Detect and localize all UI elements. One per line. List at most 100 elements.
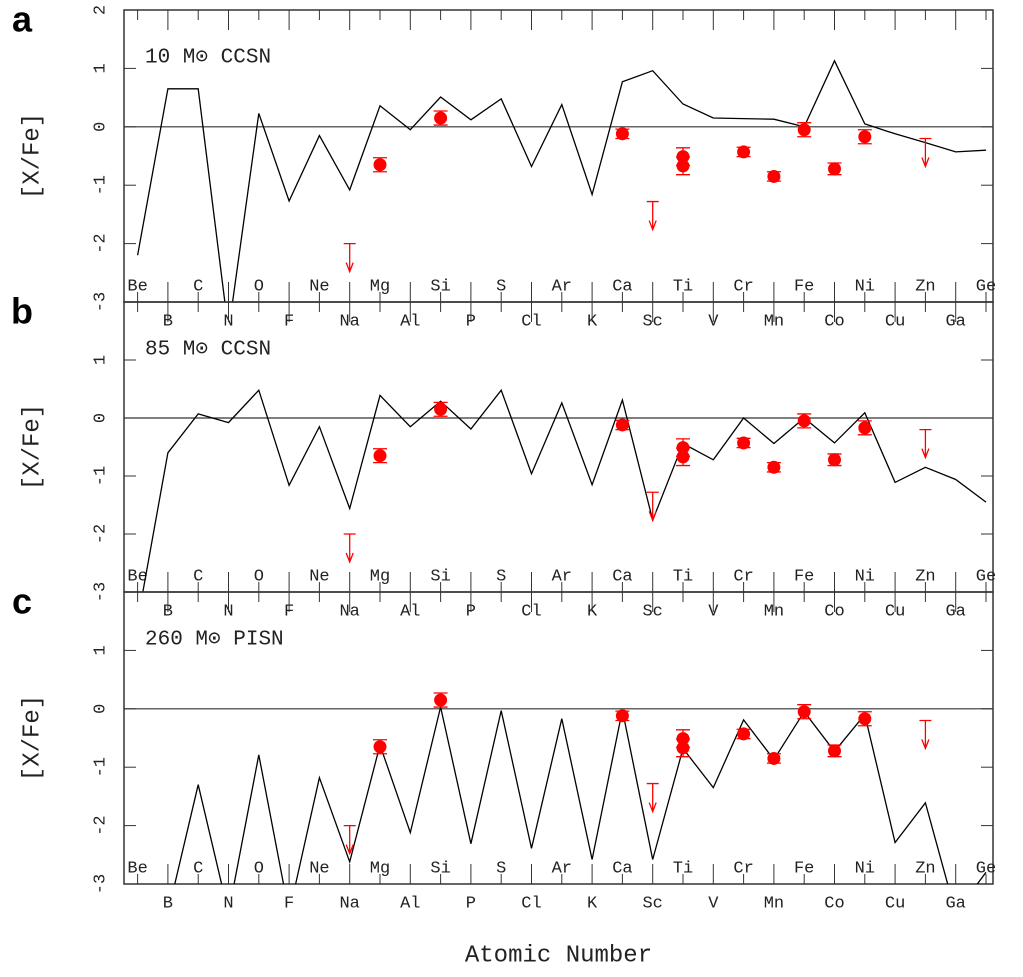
x-tick-label: Ca (612, 567, 632, 586)
y-tick-label: -1 (91, 757, 110, 777)
observation-point (828, 453, 841, 467)
observation-point (797, 123, 811, 137)
x-tick-label: Sc (642, 894, 662, 913)
observation-point (797, 414, 811, 428)
observation-point (828, 744, 841, 758)
x-tick-label: Mn (764, 894, 784, 913)
x-tick-label: Cr (733, 859, 753, 878)
panel-letter: a (12, 0, 33, 40)
x-tick-label: Fe (794, 567, 814, 586)
x-tick-label: O (254, 277, 264, 296)
x-axis-label: Atomic Number (465, 942, 652, 969)
y-axis-label: [X/Fe] (19, 695, 46, 781)
x-tick-label: Si (430, 859, 450, 878)
x-tick-label: Cu (885, 894, 905, 913)
x-tick-label: Ga (945, 894, 965, 913)
y-tick-label: -1 (91, 466, 110, 486)
observation-point (434, 111, 448, 125)
x-tick-label: Ge (976, 859, 996, 878)
x-tick-label: Ti (673, 277, 693, 296)
x-tick-label: Ne (309, 859, 329, 878)
panel-title: 260 M⊙ PISN (145, 629, 284, 652)
x-tick-label: P (466, 894, 476, 913)
observation-point (434, 402, 448, 416)
x-tick-label: Cr (733, 277, 753, 296)
x-tick-label: Be (127, 567, 147, 586)
x-tick-label: C (193, 567, 203, 586)
x-tick-label: Ca (612, 277, 632, 296)
observation-point (676, 741, 690, 755)
x-tick-label: Ne (309, 277, 329, 296)
x-tick-label: Ar (552, 567, 572, 586)
observation-point (615, 418, 629, 432)
observation-point (434, 693, 448, 707)
x-tick-label: Al (400, 894, 420, 913)
x-tick-label: C (193, 277, 203, 296)
x-tick-label: Ar (552, 277, 572, 296)
x-tick-label: B (163, 894, 173, 913)
x-tick-label: Ti (673, 567, 693, 586)
x-tick-label: V (708, 894, 719, 913)
x-tick-label: Be (127, 859, 147, 878)
x-tick-label: Si (430, 277, 450, 296)
observation-point (737, 727, 751, 741)
upper-limit (343, 824, 356, 856)
y-tick-label: 2 (91, 5, 110, 15)
x-tick-label: Mg (370, 567, 390, 586)
y-tick-label: 1 (91, 645, 110, 655)
upper-limit (343, 533, 356, 564)
x-tick-label: Ni (855, 277, 875, 296)
x-tick-label: Mg (370, 859, 390, 878)
x-tick-label: Ni (855, 859, 875, 878)
x-tick-label: O (254, 567, 264, 586)
upper-limit (646, 200, 659, 232)
x-tick-label: N (223, 894, 233, 913)
panel: 210-1-2-3BeBCNOFNeNaMgAlSiPSClArKCaScTiV… (12, 0, 996, 331)
x-tick-label: S (496, 567, 506, 586)
x-tick-label: S (496, 277, 506, 296)
model-line (142, 388, 987, 592)
panel: 10-1-2-3BeBCNOFNeNaMgAlSiPSClArKCaScTiVC… (11, 291, 996, 622)
y-tick-label: 0 (91, 704, 110, 714)
x-tick-label: Ge (976, 567, 996, 586)
x-tick-label: Si (430, 567, 450, 586)
observation-point (828, 162, 841, 176)
x-tick-label: Fe (794, 277, 814, 296)
y-tick-label: -1 (91, 175, 110, 195)
panel-title: 10 M⊙ CCSN (145, 47, 271, 70)
upper-limit (919, 137, 932, 169)
panel-letter: c (12, 581, 32, 622)
observation-point (767, 169, 781, 183)
x-tick-label: Zn (915, 277, 935, 296)
x-tick-label: Mg (370, 277, 390, 296)
x-tick-label: Na (339, 894, 359, 913)
y-axis-label: [X/Fe] (19, 404, 46, 490)
upper-limit (919, 719, 932, 751)
model-line (136, 59, 987, 302)
y-tick-label: -3 (91, 292, 110, 312)
plot-frame (123, 591, 994, 885)
panel-letter: b (11, 291, 33, 332)
observation-point (373, 449, 387, 463)
observation-point (767, 751, 781, 765)
x-tick-label: S (496, 859, 506, 878)
x-tick-label: Ca (612, 859, 632, 878)
x-tick-label: Ar (552, 859, 572, 878)
x-tick-label: Be (127, 277, 147, 296)
y-tick-label: 1 (91, 355, 110, 365)
observation-point (858, 421, 872, 435)
panel-title: 85 M⊙ CCSN (145, 339, 271, 362)
upper-limit (919, 428, 932, 460)
x-tick-label: Ti (673, 859, 693, 878)
y-tick-label: 0 (91, 413, 110, 423)
y-tick-label: 1 (91, 63, 110, 73)
y-tick-label: -2 (91, 524, 110, 544)
observation-point (373, 158, 387, 172)
y-axis-label: [X/Fe] (19, 113, 46, 199)
y-tick-label: -3 (91, 582, 110, 602)
x-tick-label: Zn (915, 859, 935, 878)
x-tick-label: O (254, 859, 264, 878)
y-tick-label: -2 (91, 815, 110, 835)
observation-point (858, 712, 872, 726)
